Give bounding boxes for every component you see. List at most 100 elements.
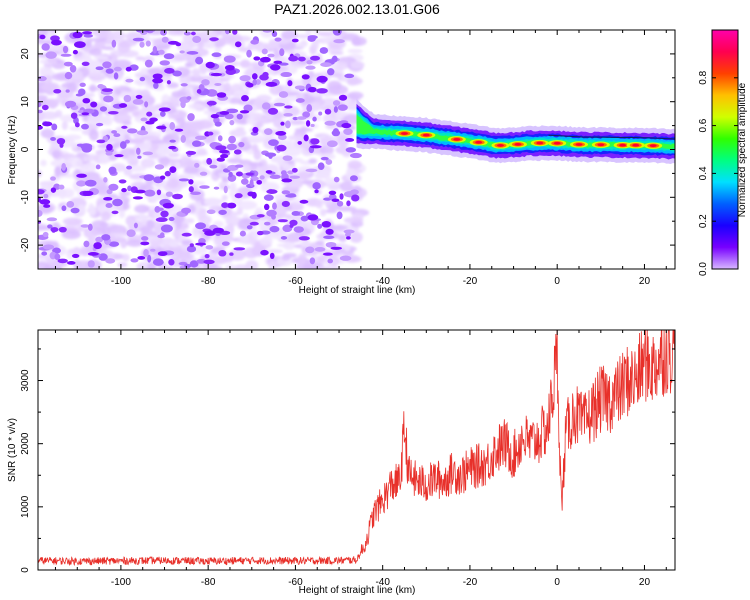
y-tick-label: -20 (20, 237, 31, 252)
noise-blob (287, 80, 293, 87)
noise-blob (126, 154, 139, 166)
noise-blob (189, 260, 199, 268)
noise-blob (40, 159, 47, 167)
noise-blob (296, 116, 307, 120)
noise-blob (82, 97, 91, 104)
signal-peak (649, 144, 657, 148)
noise-blob (139, 76, 146, 82)
noise-blob (132, 196, 143, 200)
snr-x-label: Height of straight line (km) (299, 585, 416, 596)
noise-blob (39, 199, 51, 205)
noise-blob (54, 253, 61, 261)
noise-blob (81, 61, 90, 66)
y-tick-label: -10 (20, 190, 31, 205)
noise-blob (328, 185, 341, 191)
noise-blob (152, 77, 164, 84)
noise-blob (236, 113, 243, 120)
signal-peak (475, 140, 483, 144)
noise-blob (95, 164, 101, 170)
noise-blob (79, 82, 86, 88)
noise-blob (305, 120, 311, 127)
noise-blob (241, 95, 249, 102)
y-tick-label: 0 (20, 146, 31, 152)
noise-blob (223, 185, 228, 194)
noise-blob (81, 123, 89, 130)
noise-blob (223, 55, 236, 63)
noise-blob (259, 236, 273, 246)
noise-blob (297, 56, 306, 62)
noise-blob (80, 245, 89, 257)
noise-blob (58, 184, 65, 190)
signal-peak (496, 144, 504, 147)
noise-blob (59, 142, 64, 148)
noise-blob (144, 101, 149, 108)
noise-blob (323, 235, 335, 240)
noise-blob (38, 125, 43, 130)
noise-blob (173, 258, 180, 269)
noise-blob (300, 239, 312, 248)
noise-blob (69, 65, 77, 73)
noise-blob (63, 61, 73, 67)
noise-blob (314, 246, 326, 252)
noise-blob (42, 121, 53, 127)
noise-blob (139, 226, 150, 234)
chart-title: PAZ1.2026.002.13.01.G06 (274, 1, 440, 17)
noise-blob (292, 42, 308, 48)
noise-blob (66, 261, 76, 265)
noise-blob (239, 75, 251, 82)
noise-blob (261, 102, 271, 110)
colorbar-tick-label: 0.8 (698, 70, 709, 84)
noise-blob (319, 47, 329, 54)
noise-blob (193, 71, 201, 78)
noise-blob (276, 144, 287, 152)
x-tick-label: 20 (639, 577, 651, 588)
noise-blob (319, 208, 327, 217)
noise-blob (73, 41, 86, 48)
noise-blob (310, 123, 315, 128)
noise-blob (247, 191, 255, 197)
noise-blob (234, 193, 243, 199)
noise-blob (349, 231, 363, 243)
noise-blob (72, 31, 83, 39)
noise-blob (190, 120, 205, 132)
noise-blob (101, 234, 111, 241)
noise-blob (146, 111, 153, 117)
noise-blob (229, 252, 234, 256)
noise-blob (205, 245, 214, 250)
noise-blob (194, 135, 207, 141)
noise-blob (326, 140, 338, 148)
noise-blob (322, 252, 333, 256)
noise-blob (55, 59, 63, 64)
noise-blob (141, 236, 149, 241)
noise-blob (328, 84, 349, 96)
noise-blob (47, 224, 53, 229)
noise-blob (305, 168, 318, 173)
noise-blob (105, 258, 116, 264)
noise-blob (42, 244, 55, 250)
noise-blob (188, 179, 194, 185)
noise-blob (243, 104, 253, 112)
noise-blob (287, 170, 294, 175)
noise-blob (87, 260, 95, 268)
noise-blob (103, 177, 108, 183)
noise-blob (53, 88, 62, 94)
noise-blob (159, 155, 170, 167)
noise-blob (157, 251, 168, 257)
noise-blob (331, 198, 340, 202)
noise-blob (213, 186, 220, 190)
noise-blob (253, 117, 268, 122)
noise-blob (320, 62, 332, 67)
noise-blob (171, 90, 187, 98)
noise-blob (160, 101, 174, 106)
noise-blob (184, 209, 189, 215)
noise-blob (118, 131, 125, 142)
noise-blob (312, 116, 317, 122)
noise-blob (101, 88, 114, 92)
noise-blob (282, 241, 296, 251)
noise-blob (178, 261, 188, 266)
noise-blob (186, 245, 197, 253)
noise-blob (207, 131, 214, 136)
colorbar-tick-label: 0.6 (698, 118, 709, 132)
noise-blob (163, 53, 175, 60)
